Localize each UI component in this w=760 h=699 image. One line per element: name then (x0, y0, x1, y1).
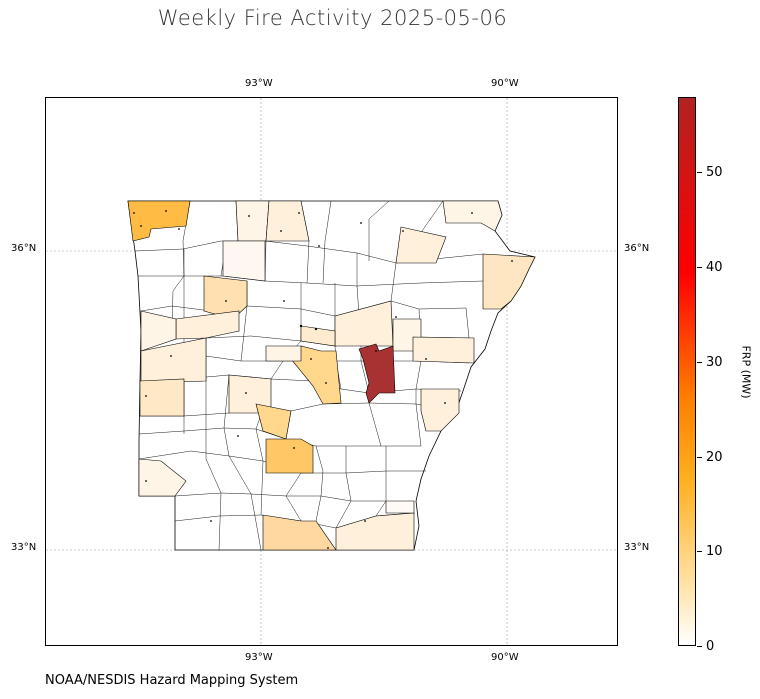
colorbar (678, 97, 696, 646)
fire-dot (325, 382, 327, 384)
county-polk (138, 458, 187, 497)
fire-dot (178, 228, 180, 230)
colorbar-tick-50 (697, 172, 702, 173)
fire-dot (280, 230, 282, 232)
map-canvas (46, 98, 617, 645)
colorbar-label-10: 10 (706, 544, 723, 559)
lat-tick-left-33n: 33°N (11, 542, 37, 553)
county-carroll (235, 200, 270, 242)
county-madison (203, 275, 248, 320)
fire-dot (283, 300, 285, 302)
fire-dot (364, 520, 366, 522)
colorbar-tick-30 (697, 362, 702, 363)
colorbar-label-0: 0 (706, 639, 715, 654)
fire-dot (245, 392, 247, 394)
lon-tick-top-93w: 93°W (245, 78, 273, 89)
county-chicot (335, 512, 415, 551)
fire-dot (237, 435, 239, 437)
fire-dot (165, 210, 167, 212)
county-crawford (140, 310, 177, 352)
county-lee (420, 388, 460, 432)
map-panel (45, 97, 618, 646)
county-woodruff (358, 343, 396, 404)
fire-dot (314, 327, 318, 331)
county-conway (300, 325, 336, 347)
lon-tick-bottom-90w: 90°W (491, 652, 519, 663)
county-randolph (395, 226, 447, 264)
credit-text: NOAA/NESDIS Hazard Mapping System (45, 673, 299, 688)
county-scott (139, 378, 185, 417)
fire-dot (299, 324, 303, 328)
county-desha-small (385, 500, 415, 514)
fire-dot (298, 212, 300, 214)
colorbar-title: FRP (MW) (739, 345, 753, 399)
county-perry (265, 345, 302, 362)
fire-counties (127, 200, 536, 551)
colorbar-label-50: 50 (706, 165, 723, 180)
county-boone (265, 200, 310, 242)
lat-tick-right-33n: 33°N (624, 542, 650, 553)
fire-dot (293, 447, 295, 449)
county-ashley-west (262, 514, 337, 551)
fire-dot (133, 212, 135, 214)
fire-dot (170, 355, 172, 357)
lon-tick-bottom-93w: 93°W (245, 652, 273, 663)
lat-tick-left-36n: 36°N (11, 243, 37, 254)
fire-dot (318, 245, 320, 247)
fire-dot (140, 225, 142, 227)
fire-dot (511, 260, 513, 262)
fire-dot (395, 316, 397, 318)
fire-detections (133, 210, 513, 549)
colorbar-tick-40 (697, 267, 702, 268)
map-title: Weekly Fire Activity 2025-05-06 (157, 6, 508, 30)
fire-dot (360, 222, 362, 224)
fire-dot (402, 230, 404, 232)
fire-dot (327, 547, 329, 549)
colorbar-tick-20 (697, 457, 702, 458)
colorbar-tick-0 (697, 646, 702, 647)
county-white-east (412, 336, 475, 364)
fire-dot (225, 300, 227, 302)
lon-tick-top-90w: 90°W (491, 78, 519, 89)
county-mississippi (482, 253, 536, 310)
county-newton (222, 240, 266, 282)
fire-dot (145, 395, 147, 397)
lat-tick-right-36n: 36°N (624, 243, 650, 254)
colorbar-tick-10 (697, 551, 702, 552)
gridlines (46, 98, 617, 645)
county-fulton-east (442, 200, 503, 232)
fire-dot (375, 350, 377, 352)
colorbar-label-20: 20 (706, 450, 723, 465)
county-benton (127, 200, 191, 242)
county-faulkner (290, 345, 342, 405)
county-sebastian (140, 337, 207, 384)
colorbar-label-30: 30 (706, 355, 723, 370)
fire-dot (310, 358, 312, 360)
fire-dot (145, 480, 147, 482)
fire-dot (444, 402, 446, 404)
county-saline (265, 438, 314, 474)
fire-dot (471, 212, 473, 214)
fire-dot (248, 215, 250, 217)
fire-dot (210, 520, 212, 522)
colorbar-label-40: 40 (706, 260, 723, 275)
fire-dot (425, 358, 427, 360)
